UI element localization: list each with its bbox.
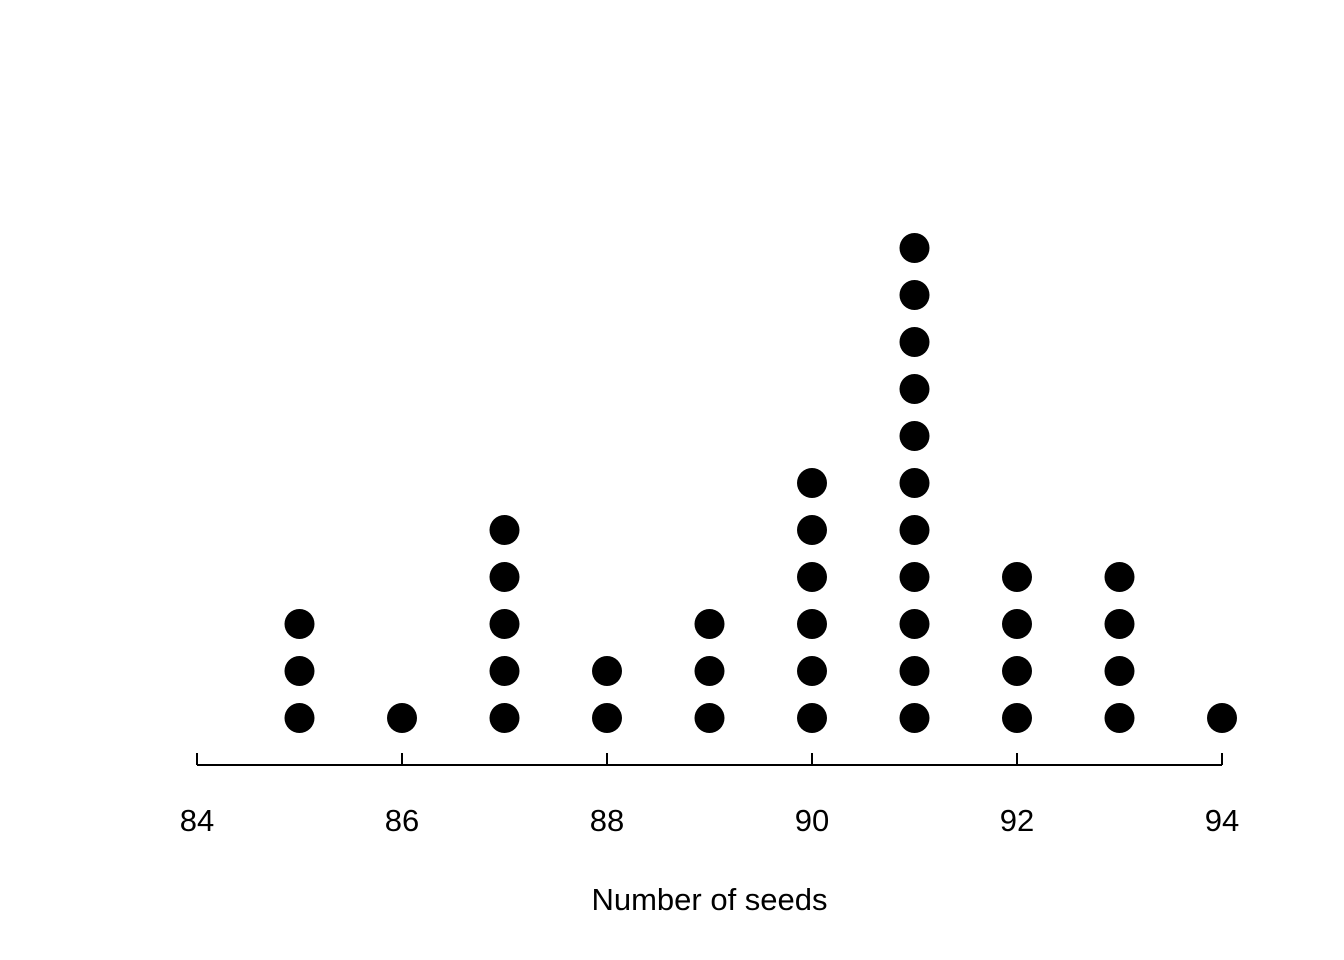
data-dot (284, 703, 315, 733)
data-dot (797, 468, 827, 498)
data-dot (899, 374, 930, 404)
data-dot (1002, 656, 1032, 686)
data-dot (899, 327, 930, 357)
data-dot (899, 656, 930, 686)
data-dot (1104, 562, 1135, 592)
data-dot (592, 703, 622, 733)
data-dot (899, 233, 930, 263)
data-dot (489, 515, 520, 545)
x-axis-tick-label: 86 (385, 803, 419, 838)
data-dot (797, 656, 827, 686)
data-dot (284, 656, 315, 686)
data-dot (899, 562, 930, 592)
data-dot (1207, 703, 1237, 733)
data-dot (899, 280, 930, 310)
data-dot (1002, 703, 1032, 733)
data-dot (1002, 609, 1032, 639)
data-dot (899, 609, 930, 639)
data-dot (1104, 703, 1135, 733)
data-dot (899, 468, 930, 498)
x-axis-tick-label: 84 (180, 803, 214, 838)
data-dot (489, 562, 520, 592)
x-axis-tick-label: 90 (795, 803, 829, 838)
data-dot (694, 656, 725, 686)
data-dot (899, 703, 930, 733)
data-dot (592, 656, 622, 686)
data-dot (1002, 562, 1032, 592)
data-dot (1104, 656, 1135, 686)
data-dot (694, 703, 725, 733)
data-dot (899, 421, 930, 451)
x-axis-tick-label: 88 (590, 803, 624, 838)
data-dot (489, 609, 520, 639)
x-axis-tick-label: 94 (1205, 803, 1239, 838)
data-dot (797, 515, 827, 545)
data-dot (797, 703, 827, 733)
data-dot (797, 609, 827, 639)
data-dot (489, 703, 520, 733)
data-dot (387, 703, 417, 733)
x-axis-tick-label: 92 (1000, 803, 1034, 838)
data-dot (1104, 609, 1135, 639)
data-dot (797, 562, 827, 592)
data-dot (694, 609, 725, 639)
x-axis-title: Number of seeds (591, 882, 828, 917)
data-dot (489, 656, 520, 686)
data-dot (899, 515, 930, 545)
data-dot (284, 609, 315, 639)
